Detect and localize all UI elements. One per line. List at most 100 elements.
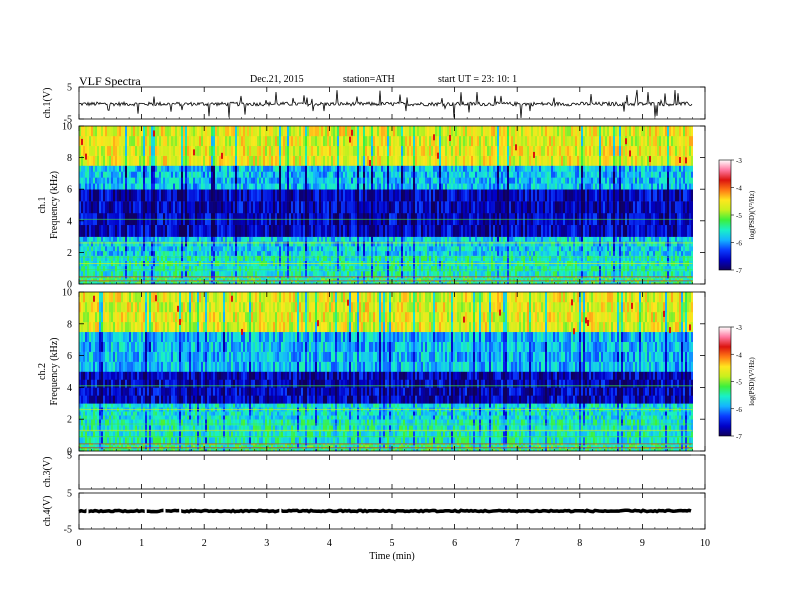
spectrogram-cell — [267, 241, 269, 247]
spectrogram-cell — [333, 246, 335, 252]
spectrogram-cell — [173, 189, 175, 202]
spectrogram-cell — [265, 177, 267, 184]
spectrogram-cell — [431, 189, 433, 202]
spectrogram-cell — [385, 135, 387, 147]
spectrogram-cell — [405, 189, 407, 202]
spectrogram-cell — [121, 189, 123, 202]
spectrogram-cell — [195, 183, 197, 190]
spectrogram-cell — [483, 171, 485, 178]
spectrogram-cell — [335, 250, 337, 256]
spectrogram-cell — [203, 135, 205, 147]
spectrogram-cell — [265, 265, 267, 272]
spectrogram-cell — [289, 265, 291, 272]
spectrogram-cell — [171, 126, 173, 137]
spectrogram-cell — [171, 177, 173, 184]
spectrogram-cell — [211, 177, 213, 184]
spectrogram-cell — [395, 265, 397, 272]
spectrogram-cell — [229, 189, 231, 202]
spectrogram-cell — [143, 246, 145, 252]
spectrogram-cell — [287, 155, 289, 166]
spectrogram-cell — [81, 236, 83, 242]
spectrogram-cell — [385, 201, 387, 214]
spectrogram-cell — [245, 135, 247, 147]
spectrogram-cell — [395, 171, 397, 178]
spectrogram-cell — [375, 246, 377, 252]
spectrogram-cell — [459, 241, 461, 247]
spectrogram-cell — [181, 126, 183, 137]
spectrogram-cell — [105, 265, 107, 272]
spectrogram-cell — [359, 183, 361, 190]
spectrogram-cell — [223, 177, 225, 184]
spectrogram-cell — [325, 250, 327, 256]
spectrogram-cell — [293, 241, 295, 247]
spectrogram-cell — [419, 282, 421, 285]
spectrogram-cell — [221, 282, 223, 285]
spectrogram-cell — [155, 246, 157, 252]
spectrogram-cell — [377, 265, 379, 272]
spectrogram-cell — [415, 183, 417, 190]
spectrogram-cell — [459, 278, 461, 281]
spectrogram-cell — [381, 278, 383, 281]
spectrogram-cell — [293, 177, 295, 184]
spectrogram-cell — [283, 270, 285, 277]
spectrogram-cell — [487, 201, 489, 214]
spectrogram-cell — [393, 265, 395, 272]
spectrogram-cell — [395, 177, 397, 184]
spectrogram-cell — [389, 155, 391, 166]
spectrogram-cell — [415, 278, 417, 281]
spectrogram-cell — [115, 241, 117, 247]
spectrogram-cell — [171, 145, 173, 156]
spectrogram-cell — [427, 126, 429, 137]
spectrogram-cell — [375, 282, 377, 285]
spectrogram-cell — [231, 189, 233, 202]
spectrogram-cell — [125, 126, 127, 137]
spectrogram-cell — [273, 255, 275, 261]
spectrogram-cell — [179, 177, 181, 184]
spectrogram-cell — [185, 236, 187, 242]
spectrogram-cell — [269, 270, 271, 277]
spectrogram-cell — [379, 282, 381, 285]
chart-title: VLF Spectra — [79, 74, 141, 88]
spectrogram-cell — [101, 246, 103, 252]
spectrogram-cell — [401, 282, 403, 285]
spectrogram-cell — [373, 270, 375, 277]
spectrogram-cell — [143, 183, 145, 190]
spectrogram-cell — [327, 236, 329, 242]
spectrogram-cell — [99, 278, 101, 281]
spectrogram-cell — [381, 282, 383, 285]
spectrogram-cell — [121, 282, 123, 285]
spectrogram-cell — [455, 126, 457, 137]
spectrogram-cell — [231, 171, 233, 178]
spectrogram-cell — [117, 255, 119, 261]
spectrogram-cell — [455, 241, 457, 247]
spectrogram-cell — [91, 250, 93, 256]
spectrogram-cell — [373, 241, 375, 247]
spectrogram-cell — [213, 278, 215, 281]
spectrogram-cell — [119, 155, 121, 166]
spectrogram-cell — [305, 183, 307, 190]
spectrogram-cell — [239, 278, 241, 281]
spectrogram-cell — [109, 282, 111, 285]
spectrogram-cell — [81, 282, 83, 285]
spectrogram-cell — [185, 201, 187, 214]
spectrogram-cell — [373, 255, 375, 261]
spectrogram-cell — [163, 250, 165, 256]
spectrogram-cell — [487, 224, 489, 237]
spectrogram-cell — [285, 165, 287, 172]
spectrogram-cell — [457, 126, 459, 137]
spectrogram-cell — [481, 255, 483, 261]
spectrogram-cell — [263, 177, 265, 184]
spectrogram-cell — [267, 135, 269, 147]
spectrogram-cell — [319, 171, 321, 178]
spectrogram-cell — [437, 246, 439, 252]
spectrogram-cell — [155, 255, 157, 261]
spectrogram-cell — [339, 183, 341, 190]
spectrogram-cell — [279, 201, 281, 214]
spectrogram-cell — [239, 171, 241, 178]
spectrogram-cell — [87, 126, 89, 137]
spectrogram-cell — [181, 255, 183, 261]
spectrogram-cell — [409, 241, 411, 247]
spectrogram-cell — [235, 189, 237, 202]
spectrogram-cell — [157, 270, 159, 277]
spectrogram-cell — [95, 171, 97, 178]
